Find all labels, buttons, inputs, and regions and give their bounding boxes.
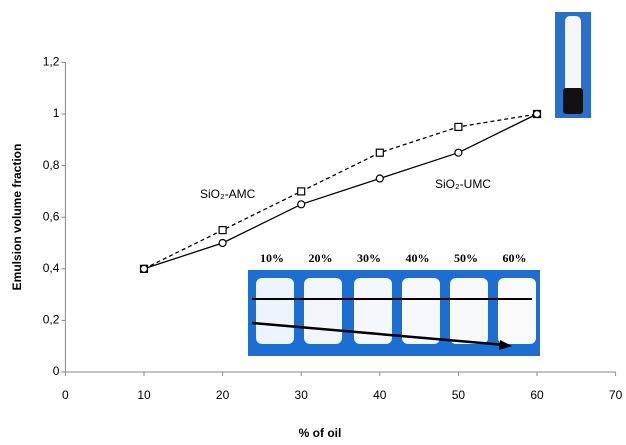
y-tick-label: 0,6 xyxy=(43,209,60,223)
inset-label: 60% xyxy=(503,251,527,265)
y-tick-label: 0,8 xyxy=(43,158,60,172)
y-tick-label: 0,2 xyxy=(43,313,60,327)
x-tick-label: 20 xyxy=(216,388,230,402)
y-tick-label: 1 xyxy=(53,106,60,120)
inset-photo xyxy=(248,270,540,356)
y-axis-title: Emulsion volume fraction xyxy=(10,144,24,291)
point xyxy=(139,264,149,273)
series-line xyxy=(143,113,538,270)
x-tick-label: 40 xyxy=(373,388,387,402)
x-tick-label: 0 xyxy=(62,388,69,402)
x-axis-title: % of oil xyxy=(299,426,342,440)
series-label: SiO₂-UMC xyxy=(435,177,491,191)
point xyxy=(218,226,227,235)
point xyxy=(454,122,463,132)
y-tick-label: 0 xyxy=(53,364,60,378)
y-tick-label: 0,4 xyxy=(43,261,60,275)
point xyxy=(454,148,463,157)
series-line xyxy=(143,113,538,270)
point xyxy=(532,109,542,119)
inset-label: 20% xyxy=(309,251,333,265)
tube-photo xyxy=(555,12,591,118)
inset-label: 40% xyxy=(406,251,430,265)
x-tick-label: 70 xyxy=(609,388,623,402)
point xyxy=(297,200,306,209)
y-tick-label: 1,2 xyxy=(43,55,60,69)
x-tick-label: 30 xyxy=(295,388,309,402)
x-tick-label: 10 xyxy=(137,388,151,402)
inset-label: 30% xyxy=(357,251,381,265)
x-tick-label: 50 xyxy=(452,388,466,402)
point xyxy=(297,187,306,196)
x-tick-label: 60 xyxy=(530,388,544,402)
inset-label: 50% xyxy=(454,251,478,265)
point xyxy=(375,148,384,157)
series-label: SiO₂-AMC xyxy=(200,187,256,201)
point xyxy=(218,238,227,248)
inset-label: 10% xyxy=(260,251,284,265)
point xyxy=(375,174,384,183)
